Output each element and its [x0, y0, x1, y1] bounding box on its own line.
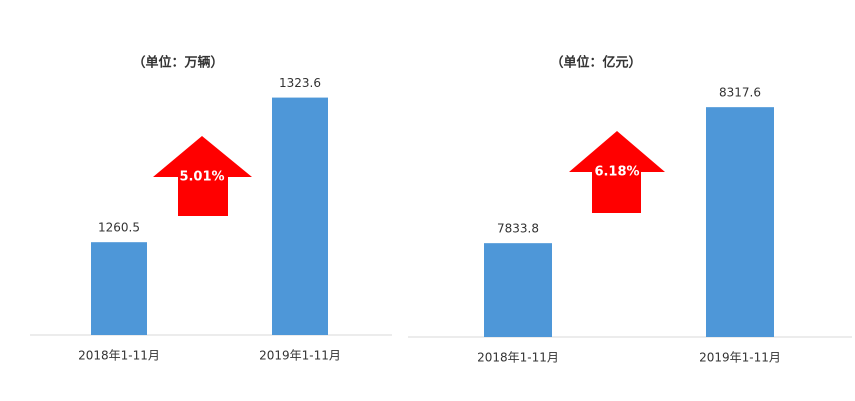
growth-arrow	[569, 131, 665, 213]
x-tick-label: 2019年1-11月	[699, 351, 781, 365]
x-tick-label: 2019年1-11月	[259, 349, 341, 363]
bar	[484, 243, 552, 337]
subtitle: （单位：亿元）	[550, 55, 641, 71]
bar	[91, 242, 147, 335]
data-label: 8317.6	[719, 86, 761, 100]
bar	[706, 107, 774, 337]
growth-arrow	[153, 136, 252, 216]
annotation: 6.18%	[594, 165, 639, 180]
data-label: 1323.6	[279, 76, 321, 90]
x-tick-label: 2018年1-11月	[78, 349, 160, 363]
subtitle: （单位：万辆）	[132, 55, 223, 71]
x-tick-label: 2018年1-11月	[477, 351, 559, 365]
annotation: 5.01%	[179, 170, 224, 185]
data-label: 1260.5	[98, 221, 140, 235]
bar	[272, 97, 328, 335]
data-label: 7833.8	[497, 222, 539, 236]
